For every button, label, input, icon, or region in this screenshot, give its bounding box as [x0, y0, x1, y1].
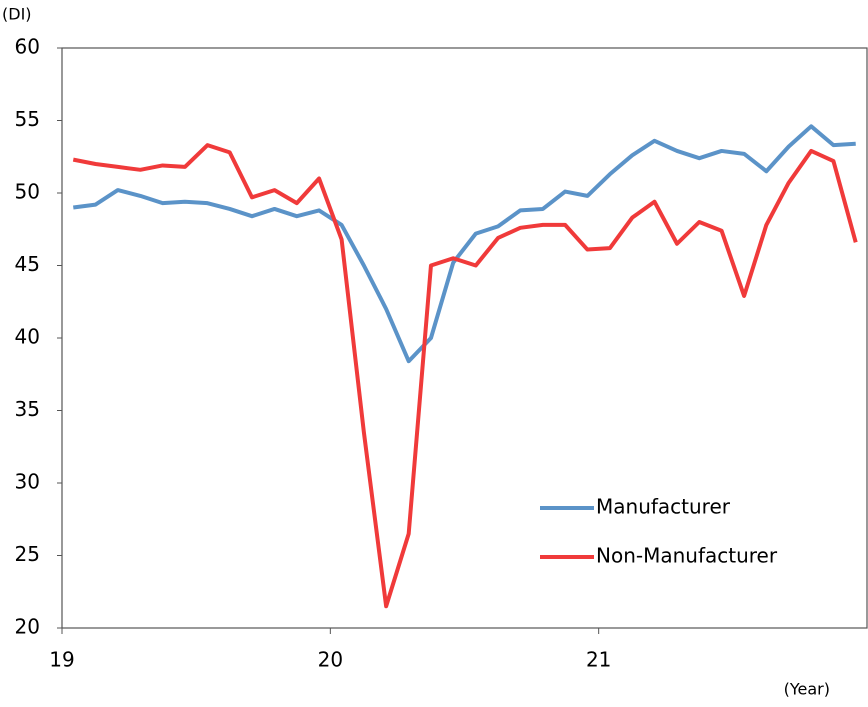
y-tick-label: 50: [15, 180, 40, 204]
x-tick-label: 19: [49, 648, 74, 672]
y-tick-label: 60: [15, 35, 40, 59]
y-tick-label: 55: [15, 107, 40, 131]
series-line: [72, 143, 858, 609]
x-tick-label: 20: [318, 648, 343, 672]
y-tick-label: 20: [15, 615, 40, 639]
y-tick-label: 45: [15, 252, 40, 276]
y-tick-label: 35: [15, 397, 40, 421]
y-tick-label: 30: [15, 470, 40, 494]
y-tick-label: 40: [15, 325, 40, 349]
y-tick-label: 25: [15, 542, 40, 566]
x-unit-label: (Year): [784, 680, 830, 699]
plot-frame: [61, 47, 868, 629]
y-unit-label: (DI): [2, 5, 32, 24]
x-tick-label: 21: [586, 648, 611, 672]
legend-label: Non-Manufacturer: [596, 544, 778, 568]
legend-label: Manufacturer: [596, 495, 731, 519]
series-line: [73, 124, 856, 364]
